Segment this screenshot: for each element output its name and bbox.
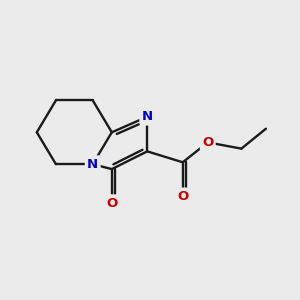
Text: O: O <box>106 197 117 210</box>
Text: N: N <box>142 110 153 123</box>
Text: O: O <box>177 190 188 203</box>
Text: N: N <box>87 158 98 171</box>
Text: O: O <box>202 136 213 149</box>
